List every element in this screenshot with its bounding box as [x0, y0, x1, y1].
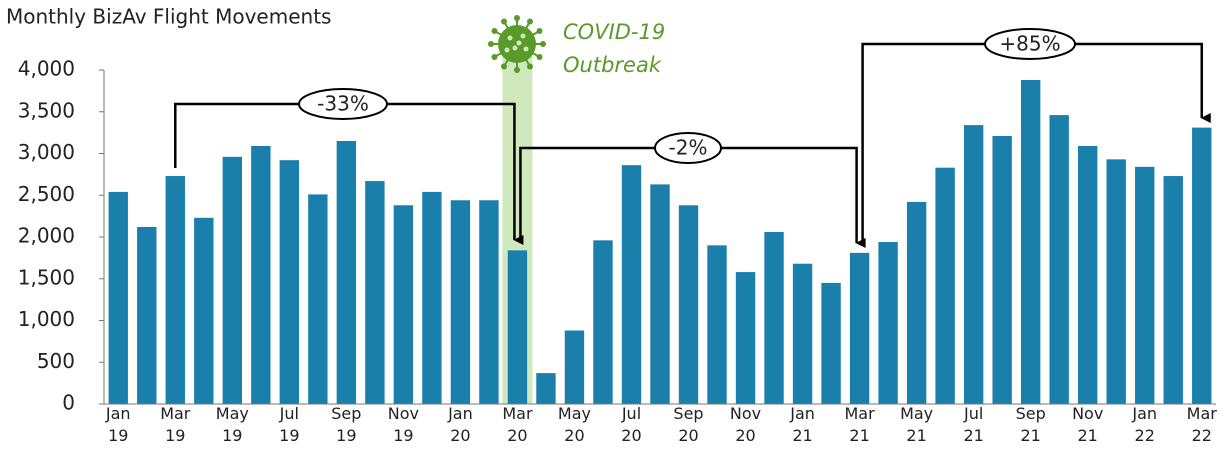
bar: [450, 200, 471, 404]
bar: [849, 252, 870, 404]
virus-knob: [536, 28, 543, 34]
virus-knob: [527, 18, 533, 25]
x-tick-label: Mar 22: [1187, 404, 1218, 445]
x-tick-label: Sep 20: [673, 404, 703, 445]
bar: [536, 373, 556, 404]
bar: [108, 191, 128, 404]
chart-title: Monthly BizAv Flight Movements: [6, 5, 331, 29]
virus-knob: [491, 28, 498, 34]
bar: [1163, 176, 1183, 404]
x-tick-label: Sep 19: [331, 404, 361, 445]
x-tick-label: Nov 19: [388, 404, 419, 445]
bar: [593, 240, 613, 404]
bar: [878, 242, 898, 404]
bar: [365, 181, 385, 404]
virus-dot: [523, 46, 529, 52]
y-tick-label: 2,000: [18, 224, 75, 248]
bar: [393, 205, 414, 404]
pct-bubble: [984, 28, 1076, 60]
x-tick-label: Sep 21: [1016, 404, 1046, 445]
virus-knob: [488, 41, 494, 47]
bar: [1020, 80, 1041, 405]
virus-knob: [491, 54, 498, 60]
bar: [906, 201, 927, 404]
covid-label: COVID-19: [563, 20, 665, 44]
x-tick-label: Jan 22: [1131, 404, 1157, 445]
virus-dot: [504, 47, 510, 53]
virus-dot: [516, 40, 522, 46]
bar: [1049, 115, 1069, 404]
bar: [707, 245, 727, 404]
bar: [194, 217, 214, 404]
pct-label: -33%: [317, 92, 369, 116]
x-tick-label: May 21: [900, 404, 933, 445]
pct-bubble: [654, 132, 722, 164]
bar: [764, 231, 784, 404]
virus-knob: [514, 67, 520, 73]
x-tick-label: Jul 20: [621, 404, 642, 445]
bar: [251, 145, 271, 405]
x-tick-label: Nov 20: [730, 404, 761, 445]
bar: [422, 191, 442, 404]
y-tick-label: 1,000: [18, 307, 75, 331]
bar: [479, 200, 499, 404]
bar: [821, 282, 841, 404]
bar: [621, 165, 642, 404]
virus-dot: [520, 33, 526, 39]
y-tick-label: 1,500: [18, 265, 75, 289]
bar: [1192, 127, 1212, 405]
covid-label: Outbreak: [563, 53, 662, 77]
x-tick-label: Mar 19: [160, 404, 191, 445]
bar: [935, 167, 955, 404]
x-tick-label: Jul 21: [963, 404, 984, 445]
bar: [137, 226, 157, 404]
bar: [650, 184, 670, 404]
bar: [564, 330, 585, 404]
virus-knob: [536, 54, 543, 60]
x-tick-label: Nov 21: [1072, 404, 1103, 445]
bar: [1077, 145, 1098, 405]
virus-icon: [488, 15, 546, 73]
y-tick-label: 2,500: [18, 182, 75, 206]
y-tick-label: 0: [62, 391, 75, 415]
virus-knob: [540, 41, 546, 47]
x-tick-label: Mar 20: [502, 404, 533, 445]
y-tick-label: 500: [37, 349, 75, 373]
bar: [336, 140, 357, 404]
x-tick-label: May 20: [558, 404, 591, 445]
virus-knob: [501, 18, 507, 25]
bar: [165, 176, 185, 404]
bar: [279, 160, 300, 404]
y-tick-label: 3,000: [18, 140, 75, 164]
x-tick-label: May 19: [216, 404, 249, 445]
bar: [735, 272, 756, 404]
bar: [792, 263, 813, 404]
virus-knob: [501, 63, 507, 70]
x-tick-label: Jan 19: [105, 404, 131, 445]
pct-label: +85%: [999, 32, 1060, 56]
bar: [507, 250, 528, 404]
x-tick-label: Mar 21: [844, 404, 875, 445]
bar: [1135, 166, 1155, 404]
virus-dot: [507, 35, 513, 41]
bar: [963, 125, 984, 405]
pct-bubble: [298, 88, 388, 120]
virus-dot: [512, 45, 518, 51]
bar: [222, 156, 243, 404]
bar: [678, 205, 699, 404]
x-tick-label: Jul 19: [279, 404, 300, 445]
y-tick-label: 3,500: [18, 98, 75, 122]
x-tick-label: Jan 20: [447, 404, 473, 445]
virus-knob: [514, 15, 520, 21]
x-tick-label: Jan 21: [789, 404, 815, 445]
y-tick-label: 4,000: [18, 57, 75, 81]
bar: [308, 194, 328, 404]
bar: [1106, 159, 1126, 404]
pct-label: -2%: [669, 136, 708, 160]
bar: [992, 135, 1012, 404]
virus-knob: [527, 63, 533, 70]
